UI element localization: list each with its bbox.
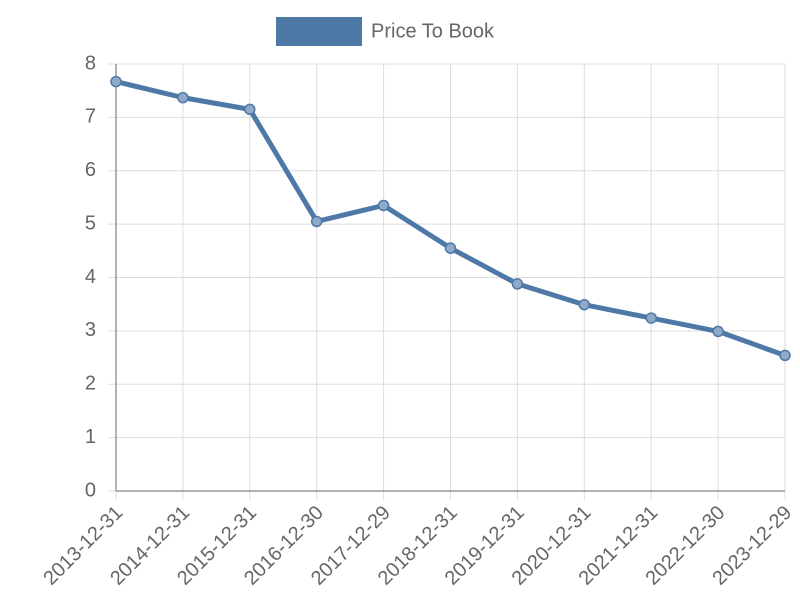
data-point (578, 298, 591, 311)
y-tick-label: 2 (85, 373, 96, 395)
y-tick-label: 6 (85, 159, 96, 181)
legend-swatch (276, 17, 362, 46)
data-point (244, 103, 256, 116)
legend-label: Price To Book (371, 20, 495, 42)
data-point (377, 199, 390, 212)
y-tick-label: 1 (85, 426, 96, 448)
y-tick-label: 8 (85, 52, 96, 74)
data-point (779, 349, 791, 362)
y-tick-label: 5 (85, 212, 96, 234)
data-point (511, 278, 524, 290)
data-point (110, 75, 122, 88)
data-point (712, 325, 724, 338)
y-tick-label: 3 (85, 319, 96, 341)
y-tick-label: 4 (85, 266, 96, 288)
data-point (310, 215, 323, 228)
data-point (177, 91, 189, 104)
y-tick-label: 0 (85, 479, 96, 501)
data-point (645, 312, 657, 324)
y-tick-label: 7 (85, 106, 96, 128)
data-point (444, 242, 457, 254)
